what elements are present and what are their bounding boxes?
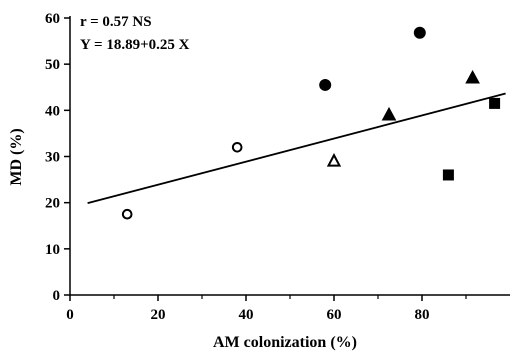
y-tick-label: 10	[45, 242, 60, 258]
annotation-equation: Y = 18.89+0.25 X	[80, 37, 190, 53]
data-points	[121, 26, 501, 220]
regression-line-group	[87, 92, 506, 205]
data-point-open-triangle	[326, 152, 342, 167]
data-point-open-circle	[121, 208, 133, 220]
data-point-filled-circle	[413, 26, 426, 39]
data-point-open-circle	[231, 141, 243, 153]
y-tick-label: 30	[45, 150, 60, 166]
x-tick-label: 60	[327, 307, 342, 323]
data-point-filled-triangle	[381, 106, 397, 121]
y-tick-label: 40	[45, 103, 60, 119]
axes	[69, 16, 510, 296]
regression-line	[87, 92, 506, 205]
x-tick-label: 20	[151, 307, 166, 323]
x-tick-label: 0	[66, 307, 74, 323]
data-point-filled-square	[489, 97, 501, 109]
x-axis-title: AM colonization (%)	[213, 334, 357, 351]
x-tick-label: 80	[415, 307, 430, 323]
tick-group: 0 10 20 30 40 50 60 0 20 40 60 80	[45, 11, 467, 323]
data-point-filled-square	[442, 169, 454, 181]
x-tick-label: 40	[239, 307, 254, 323]
data-point-filled-triangle	[465, 69, 480, 84]
data-point-filled-circle	[319, 78, 332, 91]
y-tick-label: 0	[53, 288, 61, 304]
y-tick-label: 50	[45, 57, 60, 73]
y-axis-title: MD (%)	[8, 128, 25, 185]
y-tick-label: 20	[45, 196, 60, 212]
y-tick-label: 60	[45, 11, 60, 27]
annotation-r: r = 0.57 NS	[80, 14, 152, 30]
